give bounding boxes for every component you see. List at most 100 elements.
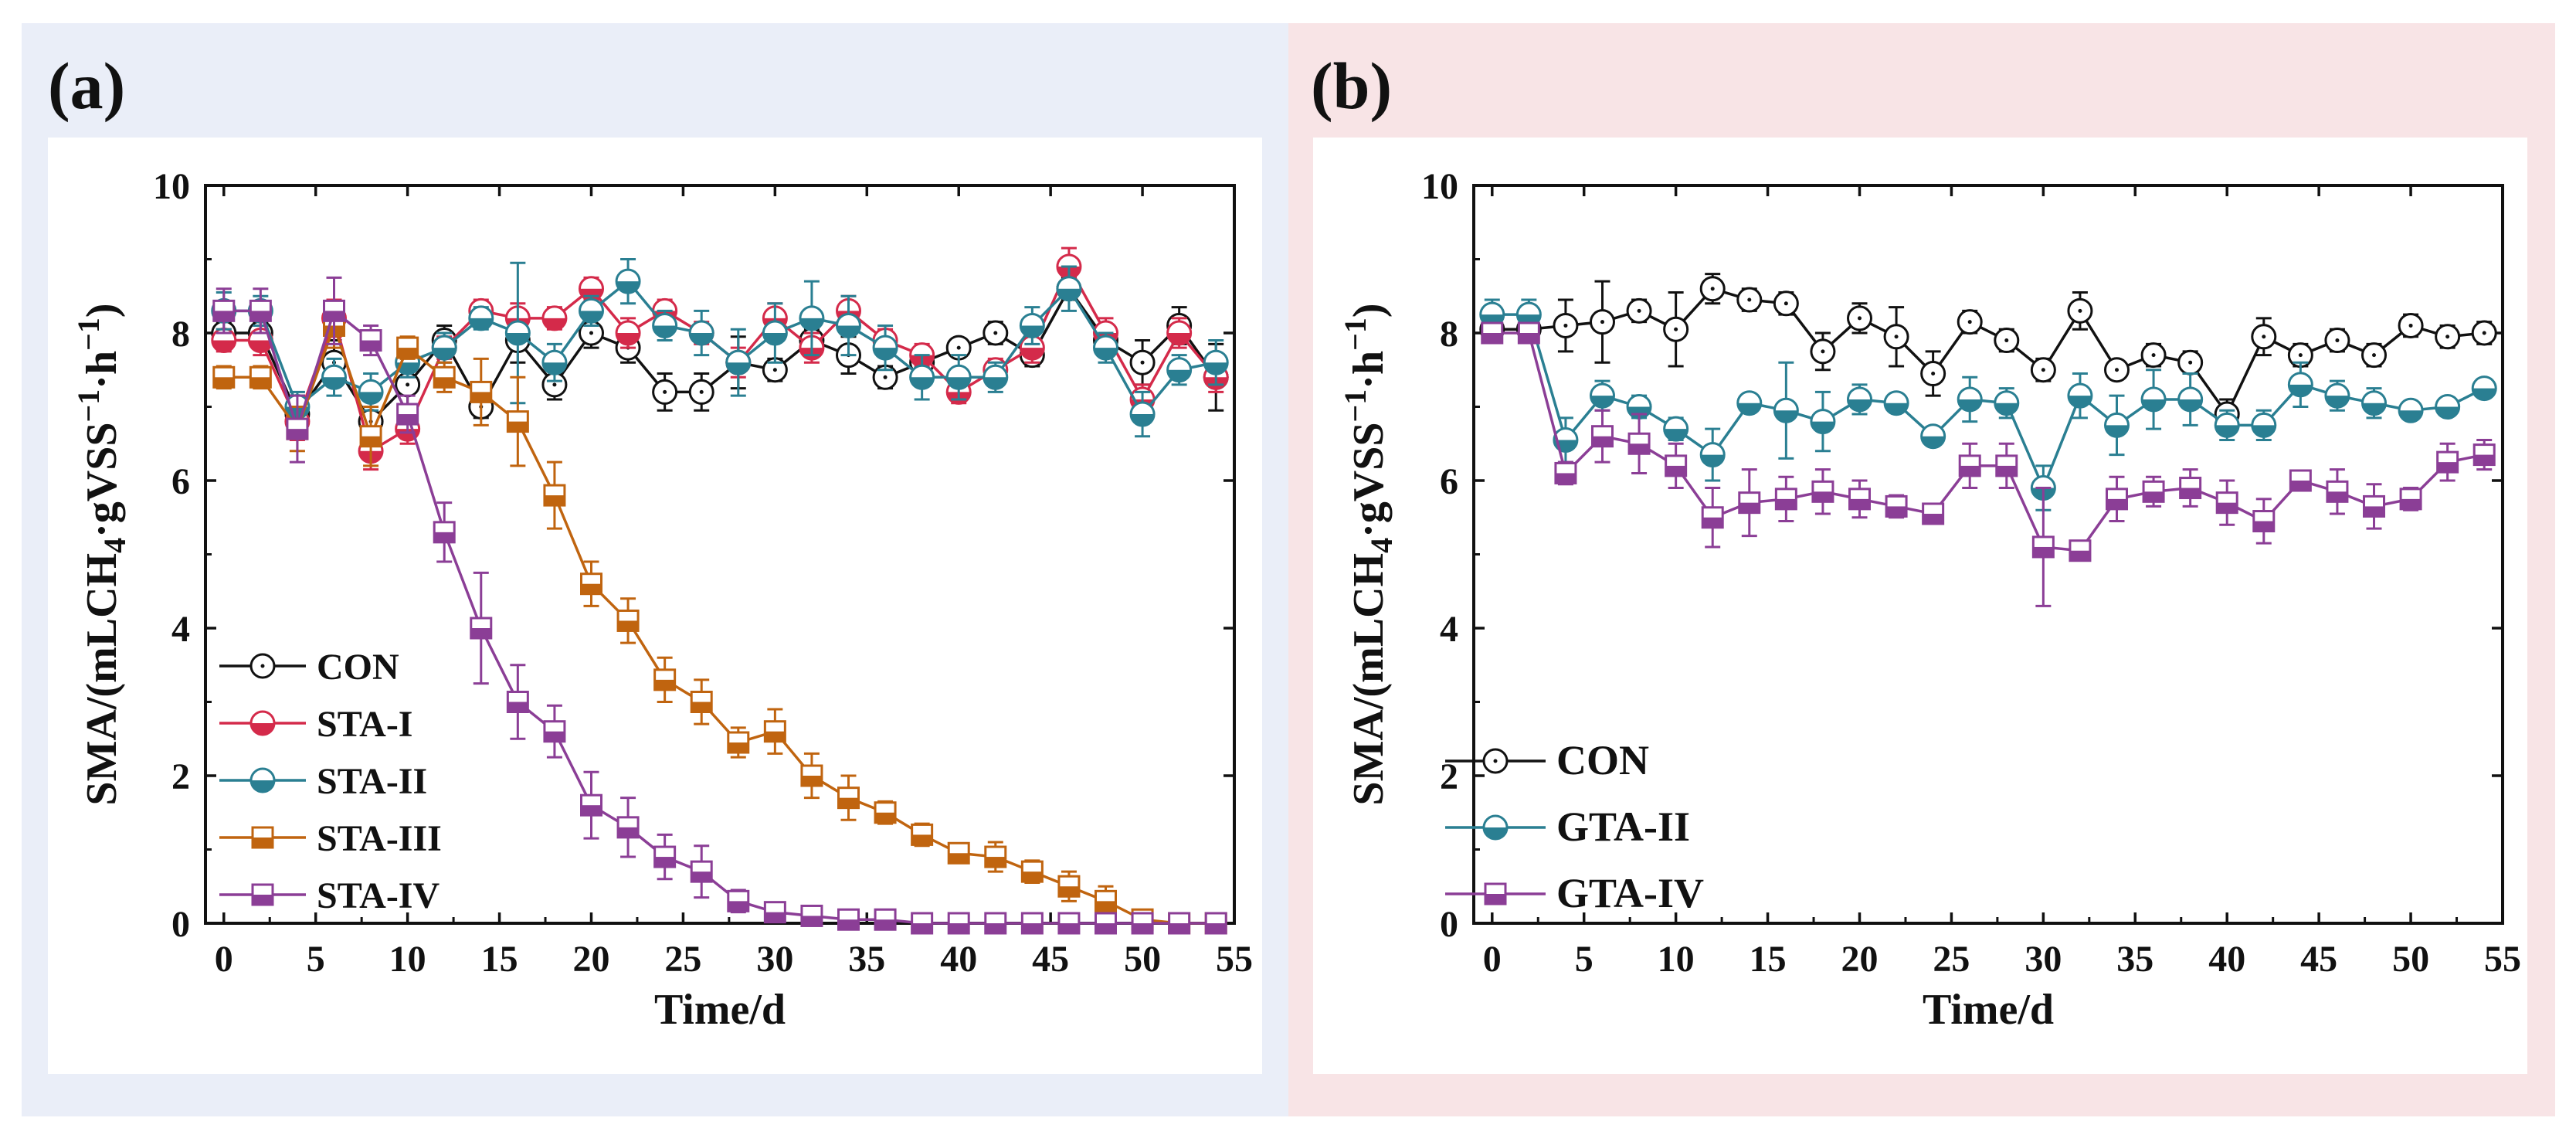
data-point-fill [1629, 443, 1650, 454]
data-point-dot [2372, 353, 2376, 358]
data-point-fill [1095, 923, 1116, 933]
data-point-fill [1020, 325, 1044, 338]
data-point-fill [213, 311, 234, 321]
x-axis-title: Time/d [1923, 986, 2054, 1034]
legend-marker-fill [253, 838, 273, 848]
data-point-dot [1894, 335, 1899, 339]
data-point-fill [1849, 498, 1870, 509]
data-point-dot [993, 331, 998, 335]
data-point-fill [618, 827, 639, 838]
data-point-dot [2335, 338, 2340, 343]
data-point-fill [1206, 923, 1227, 933]
legend-marker-dot [1493, 759, 1498, 763]
data-point-fill [1960, 465, 1980, 476]
data-point-fill [654, 857, 675, 868]
data-point-fill [2033, 546, 2054, 557]
chart-b: 0 5 10 15 20 25 30 35 40 45 50 55 0 2 4 6 8 10 Time/d SMA/(… [1338, 166, 2521, 1034]
data-point-fill [581, 805, 602, 816]
data-point-fill [359, 392, 383, 404]
y-axis-title: SMA/(mLCH4·gVSS−1·h−1) [71, 303, 132, 805]
legend-label: CON [1556, 737, 1649, 783]
data-point-fill [874, 348, 898, 360]
data-point-dot [2262, 335, 2266, 339]
data-point-fill [433, 348, 456, 360]
panel-b-label: (b) [1311, 49, 1392, 123]
data-point-dot [699, 389, 704, 394]
x-tick-label: 40 [2208, 939, 2245, 980]
data-point-fill [249, 340, 273, 352]
data-point-fill [691, 702, 712, 712]
series-gta-ii [1479, 298, 2497, 511]
data-point-fill [469, 318, 493, 330]
data-point-fill [875, 812, 896, 823]
data-point-fill [2437, 462, 2458, 473]
data-point-dot [1140, 360, 1145, 365]
data-point-fill [2401, 498, 2422, 509]
data-point-fill [1132, 923, 1153, 933]
data-point-dot [2115, 368, 2119, 372]
data-point-dot [1931, 372, 1936, 376]
data-point-fill [1590, 396, 1614, 408]
data-point-fill [838, 919, 859, 930]
series-gta-iv [1481, 321, 2496, 607]
data-point-dot [2041, 368, 2045, 372]
y-tick-label: 4 [171, 609, 190, 650]
data-point-fill [1994, 403, 2018, 415]
legend-marker-fill [253, 895, 273, 905]
data-point-fill [1996, 465, 2017, 476]
data-point-fill [2106, 498, 2127, 509]
y-tick-label: 4 [1440, 609, 1458, 650]
data-point-fill [911, 923, 932, 933]
data-point-fill [1812, 491, 1833, 502]
data-point-dot [1637, 308, 1641, 313]
data-point-fill [2472, 388, 2496, 400]
data-point-fill [397, 414, 418, 425]
data-point-dot [2188, 360, 2193, 365]
data-point-fill [1923, 513, 1943, 524]
y-tick-label: 0 [171, 904, 190, 945]
data-point-fill [2327, 491, 2347, 502]
data-point-fill [728, 742, 748, 753]
data-point-fill [434, 377, 455, 388]
x-tick-label: 0 [215, 939, 233, 980]
data-point-fill [1057, 288, 1081, 301]
data-point-dot [1674, 327, 1678, 331]
data-point-dot [406, 382, 410, 387]
x-tick-label: 5 [307, 939, 325, 980]
data-point-dot [1821, 349, 1825, 354]
data-point-fill [653, 325, 677, 338]
data-point-fill [1627, 406, 1651, 419]
data-point-fill [2474, 454, 2495, 465]
data-point-fill [2399, 410, 2423, 423]
data-point-fill [579, 311, 603, 323]
data-point-dot [2408, 323, 2413, 328]
data-point-fill [1131, 414, 1155, 426]
x-tick-label: 30 [2024, 939, 2062, 980]
data-point-fill [618, 620, 639, 631]
data-point-dot [1967, 320, 1972, 324]
data-point-fill [1022, 923, 1043, 933]
x-tick-label: 20 [573, 939, 610, 980]
x-tick-label: 45 [1032, 939, 1069, 980]
data-point-fill [2178, 399, 2202, 411]
x-tick-label: 30 [756, 939, 793, 980]
data-point-fill [213, 377, 234, 388]
legend-label: STA-I [317, 704, 412, 745]
data-point-fill [2290, 481, 2311, 491]
data-point-fill [2435, 406, 2459, 419]
data-point-fill [470, 392, 491, 403]
series-sta-iv [212, 276, 1227, 935]
data-point-dot [772, 368, 777, 372]
data-point-fill [983, 377, 1007, 389]
x-tick-label: 45 [2300, 939, 2337, 980]
y-tick-label: 2 [1440, 756, 1458, 797]
data-point-fill [2215, 425, 2239, 437]
data-point-fill [1701, 454, 1725, 467]
data-point-fill [1921, 436, 1945, 448]
data-point-fill [361, 436, 382, 447]
data-point-fill [1958, 399, 1982, 411]
data-point-fill [763, 333, 787, 345]
data-point-fill [1737, 403, 1761, 415]
x-tick-label: 40 [940, 939, 977, 980]
data-point-fill [765, 912, 786, 922]
